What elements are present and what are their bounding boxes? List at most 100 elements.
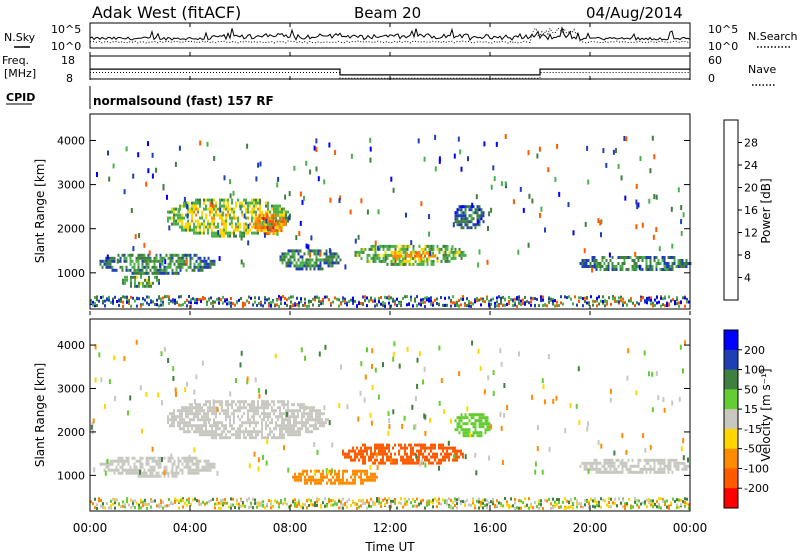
range-cell (310, 478, 312, 482)
range-cell (626, 375, 629, 381)
range-cell (195, 406, 197, 410)
range-cell (388, 295, 390, 299)
range-cell (364, 443, 366, 447)
range-cell (209, 201, 211, 205)
range-cell (275, 415, 277, 419)
range-cell (237, 400, 239, 404)
range-cell (406, 259, 409, 263)
range-cell (516, 304, 518, 308)
range-cell (472, 205, 475, 209)
range-cell (356, 469, 358, 473)
range-cell (281, 222, 283, 226)
range-cell (625, 268, 628, 271)
range-cell (682, 500, 684, 504)
range-cell (157, 462, 160, 466)
range-cell (170, 502, 172, 506)
range-cell (416, 504, 418, 508)
range-cell (326, 475, 328, 479)
range-cell (114, 498, 116, 501)
range-cell (649, 445, 652, 450)
range-cell (508, 506, 510, 510)
range-cell (458, 416, 461, 420)
range-cell (157, 459, 160, 463)
range-cell (172, 300, 174, 304)
freq-panel: Freq. [MHz] 18 8 60 0 Nave (2, 54, 776, 86)
range-cell (191, 268, 194, 272)
range-cell (384, 304, 386, 308)
range-cell (304, 405, 307, 411)
range-cell (247, 228, 249, 232)
range-cell (649, 470, 652, 474)
range-cell (292, 295, 294, 299)
range-cell (462, 416, 465, 420)
range-cell (301, 199, 304, 205)
range-cell (428, 461, 430, 465)
range-cell (211, 427, 213, 431)
range-cell (111, 462, 114, 466)
range-cell (414, 299, 416, 303)
range-cell (177, 259, 180, 263)
range-cell (99, 259, 102, 263)
range-cell (221, 231, 223, 235)
range-cell (380, 443, 382, 447)
range-cell (412, 262, 415, 266)
range-cell (470, 214, 473, 218)
range-cell (105, 459, 108, 463)
range-cell (143, 242, 146, 248)
range-cell (412, 247, 415, 251)
range-cell (223, 427, 225, 431)
range-cell (354, 472, 356, 476)
range-cell (179, 418, 181, 422)
range-cell (652, 304, 654, 307)
range-cell (406, 502, 408, 506)
range-cell (185, 430, 187, 434)
range-cell (338, 198, 341, 203)
range-cell (358, 458, 360, 462)
range-cell (434, 166, 437, 172)
range-cell (617, 470, 620, 474)
range-cell (432, 254, 434, 258)
range-cell (313, 252, 316, 256)
range-cell (199, 412, 201, 416)
range-cell (671, 243, 674, 249)
range-cell (625, 464, 628, 468)
range-cell (603, 470, 606, 474)
range-cell (410, 295, 412, 299)
range-cell (221, 234, 223, 238)
range-cell (629, 470, 632, 474)
range-cell (133, 262, 136, 266)
range-cell (134, 275, 136, 279)
range-cell (414, 452, 416, 456)
range-cell (231, 231, 233, 235)
range-cell (581, 265, 584, 268)
range-cell (198, 298, 200, 301)
range-cell (538, 304, 540, 308)
range-cell (488, 299, 490, 303)
range-cell (242, 301, 244, 305)
range-cell (284, 220, 287, 224)
range-cell (267, 436, 269, 440)
range-cell (530, 504, 532, 508)
range-cell (267, 415, 269, 419)
range-cell (130, 284, 132, 288)
range-cell (667, 262, 670, 265)
range-cell (460, 253, 463, 257)
range-cell (239, 418, 241, 422)
range-cell (625, 256, 628, 259)
range-cell (392, 499, 394, 503)
range-cell (393, 341, 396, 347)
range-cell (257, 406, 259, 410)
range-cell (165, 465, 168, 469)
range-cell (470, 208, 473, 212)
range-cell (123, 468, 126, 472)
range-cell (126, 500, 128, 504)
range-cell (194, 301, 196, 304)
range-cell (285, 430, 287, 434)
range-cell (171, 421, 173, 425)
range-cell (109, 262, 112, 266)
range-cell (366, 472, 368, 476)
range-cell (436, 452, 438, 456)
range-cell (277, 176, 280, 182)
range-cell (650, 298, 652, 302)
range-cell (442, 449, 444, 453)
